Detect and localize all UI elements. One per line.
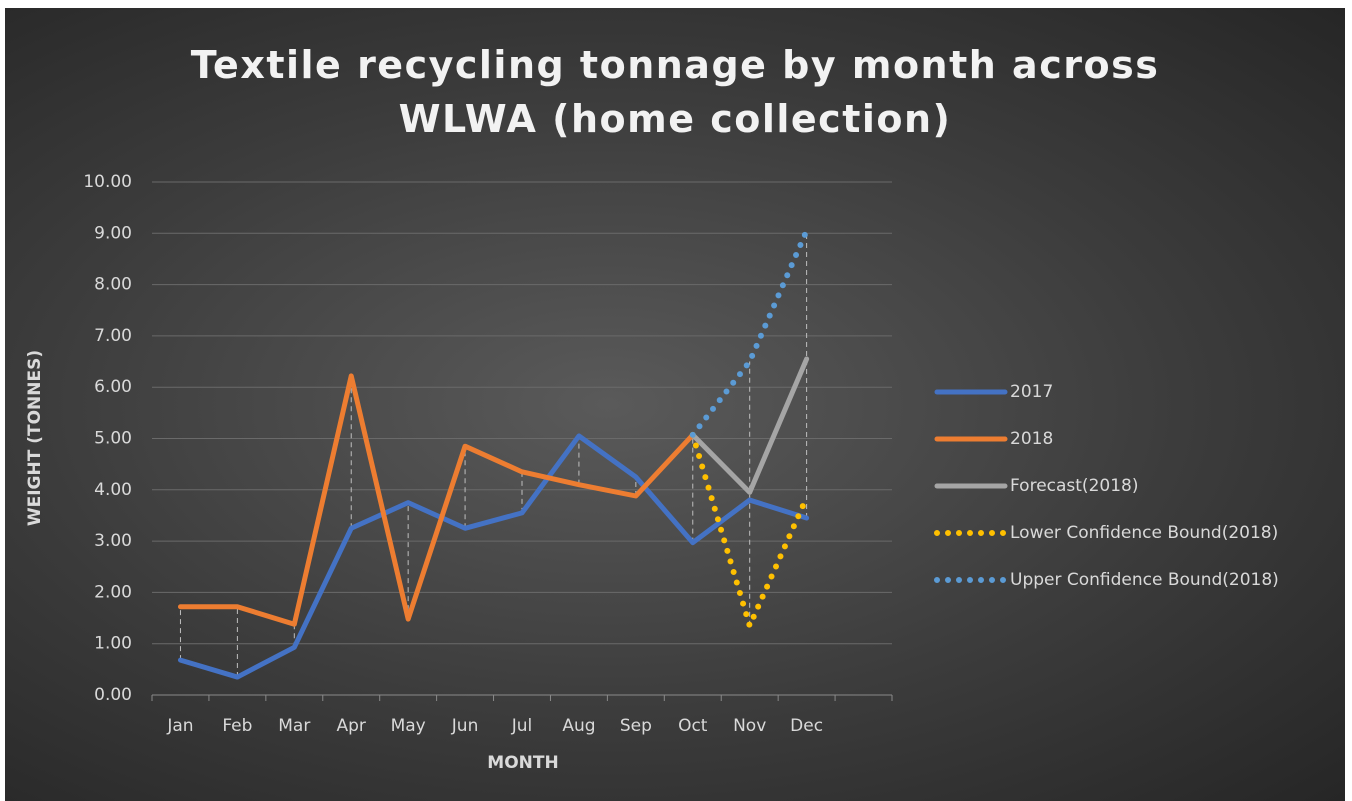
series-line <box>689 431 810 629</box>
legend-label: 2018 <box>1010 429 1053 449</box>
legend-label: Upper Confidence Bound(2018) <box>1010 570 1279 590</box>
series-line <box>689 227 810 438</box>
y-axis-title: WEIGHT (TONNES) <box>25 350 45 526</box>
y-tick-label: 1.00 <box>94 634 132 654</box>
y-tick-label: 5.00 <box>94 429 132 449</box>
x-tick-label: Mar <box>278 716 310 736</box>
x-tick-label: Jul <box>511 716 533 736</box>
x-tick-label: Jun <box>451 716 479 736</box>
y-tick-label: 9.00 <box>94 223 132 243</box>
x-tick-label: Oct <box>678 716 708 736</box>
legend-label: 2017 <box>1010 382 1053 402</box>
x-tick-label: Nov <box>733 716 766 736</box>
y-tick-label: 2.00 <box>94 582 132 602</box>
y-tick-label: 3.00 <box>94 531 132 551</box>
chart-area: 0.00 1.00 2.00 3.00 4.00 5.00 6.00 7.00 8.00 9.00… <box>5 8 1345 801</box>
legend-label: Forecast(2018) <box>1010 476 1138 496</box>
x-tick-label: Sep <box>620 716 652 736</box>
x-tick-label: May <box>391 716 426 736</box>
legend-label: Lower Confidence Bound(2018) <box>1010 523 1278 543</box>
y-tick-label: 10.00 <box>83 172 132 192</box>
x-tick-label: Aug <box>562 716 595 736</box>
x-axis-title: MONTH <box>487 753 558 773</box>
x-tick-label: Apr <box>337 716 366 736</box>
chart-title: Textile recycling tonnage by month acros… <box>190 43 1160 141</box>
series-line <box>177 433 810 680</box>
y-tick-label: 4.00 <box>94 480 132 500</box>
chart: 0.00 1.00 2.00 3.00 4.00 5.00 6.00 7.00 8.00 9.00… <box>25 172 1279 773</box>
x-tick-label: Dec <box>790 716 823 736</box>
y-tick-label: 0.00 <box>94 685 132 705</box>
x-tick-label: Feb <box>222 716 252 736</box>
y-tick-label: 7.00 <box>94 326 132 346</box>
series-line <box>690 356 810 495</box>
y-tick-label: 6.00 <box>94 377 132 397</box>
y-tick-label: 8.00 <box>94 275 132 295</box>
x-tick-label: Jan <box>166 716 193 736</box>
series-line <box>177 373 696 627</box>
